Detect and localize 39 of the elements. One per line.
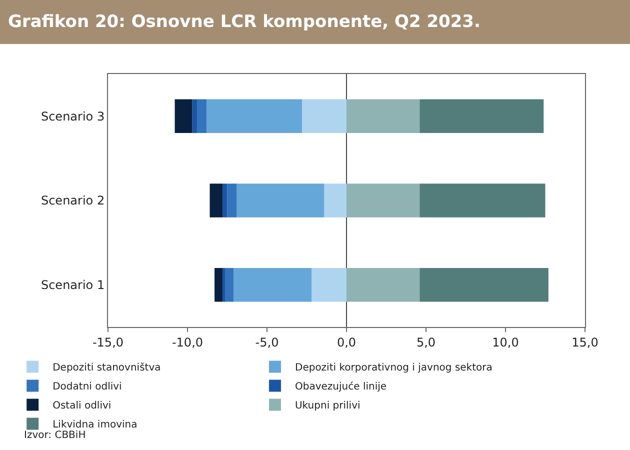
bar [346, 99, 420, 134]
chart-title: Grafikon 20: Osnovne LCR komponente, Q2 2023. [0, 0, 630, 44]
legend-label: Likvidna imovina [52, 420, 138, 431]
legend-label: Depoziti korporativnog i javnog sektora [294, 362, 492, 374]
bar [214, 268, 222, 302]
x-tick-label: 10,0 [492, 335, 519, 350]
x-tick-label: -15,0 [92, 335, 124, 350]
bar [222, 184, 228, 218]
bar [234, 268, 312, 302]
bar [174, 99, 192, 134]
bar [222, 268, 225, 302]
text: Izvor: CBBiH [24, 430, 86, 441]
y-tick-label: Scenario 3 [40, 109, 105, 124]
bar [312, 268, 346, 302]
bar [346, 268, 420, 302]
bar [302, 99, 346, 134]
bar [420, 268, 548, 302]
bar [210, 184, 222, 218]
y-tick-label: Scenario 2 [40, 194, 105, 208]
legend-label: Ostali odlivi [52, 400, 112, 412]
x-tick-label: -5,0 [255, 335, 279, 350]
x-tick-label: 0,0 [336, 335, 356, 350]
bar [324, 184, 346, 218]
legend-label: Ukupni prilivi [294, 400, 360, 412]
bar [236, 184, 324, 218]
bar [192, 99, 198, 134]
bar [206, 99, 302, 134]
x-tick-label: 15,0 [572, 335, 598, 350]
bar [420, 184, 546, 218]
bar [420, 99, 544, 134]
x-tick-label: -10,0 [172, 335, 204, 350]
legend-label: Depoziti stanovništva [52, 362, 161, 374]
x-tick-label: 5,0 [416, 335, 436, 350]
bar [197, 99, 207, 134]
bar [227, 184, 237, 218]
bar [346, 184, 420, 218]
y-tick-label: Scenario 1 [40, 278, 105, 292]
legend-label: Dodatni odlivi [52, 382, 122, 393]
legend-label: Obavezujuće linije [294, 382, 387, 393]
